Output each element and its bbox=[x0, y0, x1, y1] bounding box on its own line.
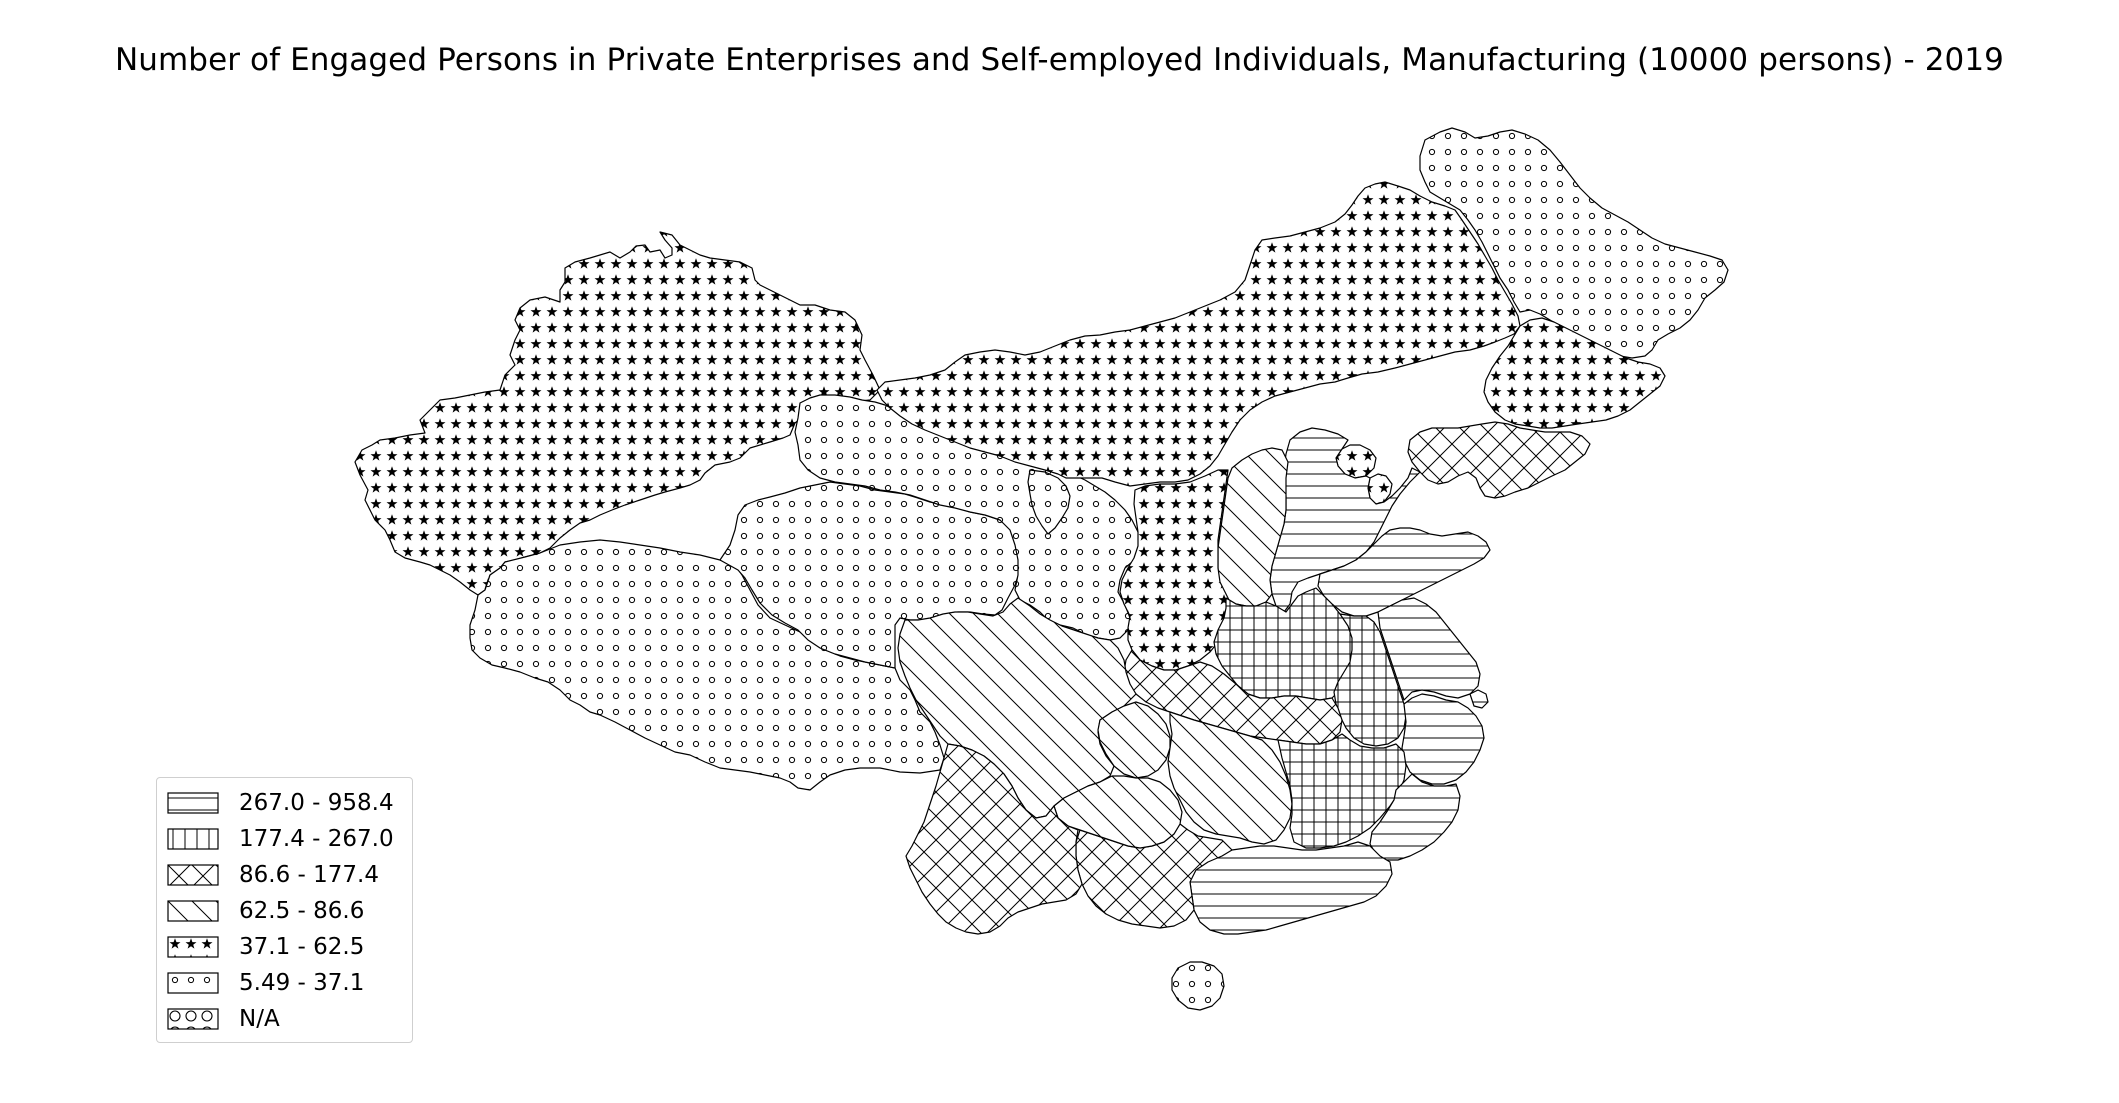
legend-item: 86.6 - 177.4 bbox=[167, 860, 379, 890]
province-shaanxi bbox=[1119, 469, 1233, 671]
legend-label: 37.1 - 62.5 bbox=[239, 934, 365, 960]
legend-label: N/A bbox=[239, 1006, 280, 1032]
province-liaoning bbox=[1407, 421, 1591, 499]
province-shanghai bbox=[1469, 689, 1489, 709]
legend-swatch-diagonal-lines bbox=[167, 900, 219, 922]
province-shanxi bbox=[1217, 447, 1289, 607]
province-inner-mongolia bbox=[876, 181, 1521, 487]
map-title: Number of Engaged Persons in Private Ent… bbox=[114, 42, 2005, 78]
province-zhejiang bbox=[1401, 693, 1485, 785]
legend-label: 86.6 - 177.4 bbox=[239, 862, 379, 888]
province-chongqing bbox=[1097, 701, 1171, 779]
province-fujian bbox=[1369, 773, 1461, 861]
province-anhui bbox=[1333, 613, 1407, 747]
province-jilin bbox=[1483, 317, 1666, 429]
legend-item: 5.49 - 37.1 bbox=[167, 968, 364, 998]
legend-label: 5.49 - 37.1 bbox=[239, 970, 365, 996]
legend-item: 62.5 - 86.6 bbox=[167, 896, 364, 926]
province-qinghai bbox=[719, 481, 1021, 669]
legend-swatch-small-circles bbox=[167, 972, 219, 994]
legend-swatch-large-circles bbox=[167, 1008, 219, 1030]
legend-swatch-crosshatch bbox=[167, 864, 219, 886]
province-hubei bbox=[1123, 649, 1343, 745]
legend-swatch-vertical-lines bbox=[167, 828, 219, 850]
province-yunnan bbox=[905, 743, 1083, 935]
legend-item: 37.1 - 62.5 bbox=[167, 932, 364, 962]
province-sichuan bbox=[897, 597, 1137, 819]
province-hainan bbox=[1171, 961, 1225, 1011]
province-ningxia bbox=[1027, 469, 1071, 535]
province-guangdong bbox=[1189, 841, 1393, 935]
province-hunan bbox=[1167, 711, 1293, 845]
legend-swatch-horizontal-lines bbox=[167, 792, 219, 814]
legend-item: N/A bbox=[167, 1004, 280, 1034]
province-heilongjiang bbox=[1419, 127, 1729, 359]
legend-label: 267.0 - 958.4 bbox=[239, 790, 394, 816]
legend: 267.0 - 958.4 177.4 - 267.0 86.6 - 177.4… bbox=[156, 777, 413, 1043]
legend-swatch-stars bbox=[167, 936, 219, 958]
legend-label: 177.4 - 267.0 bbox=[239, 826, 394, 852]
province-guizhou bbox=[1053, 775, 1183, 849]
legend-item: 177.4 - 267.0 bbox=[167, 824, 394, 854]
legend-label: 62.5 - 86.6 bbox=[239, 898, 365, 924]
legend-item: 267.0 - 958.4 bbox=[167, 788, 394, 818]
